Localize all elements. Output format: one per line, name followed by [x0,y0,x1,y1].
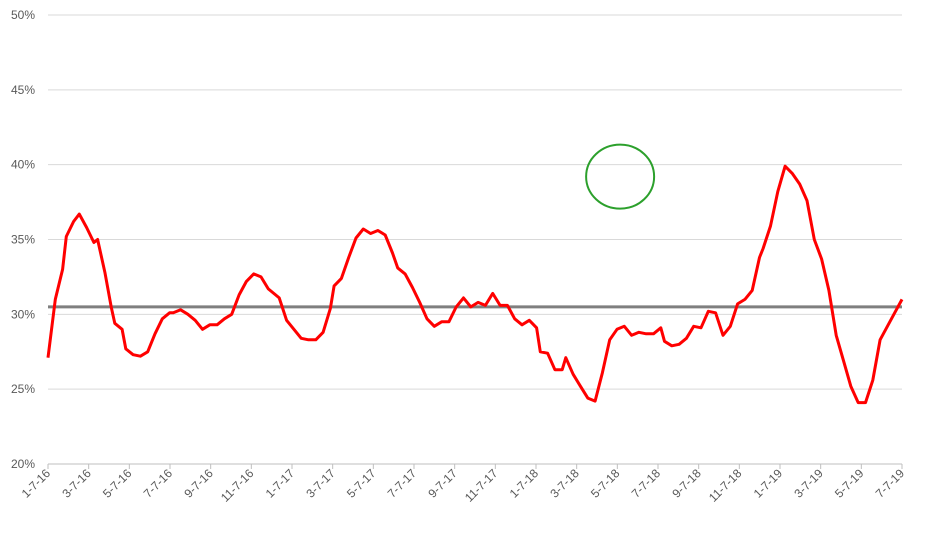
series-line [46,164,904,405]
x-tick-label: 7-7-17 [385,466,420,501]
x-tick-label: 5-7-17 [344,466,379,501]
x-tick-label: 11-7-18 [706,466,745,505]
x-tick-label: 9-7-16 [181,466,216,501]
x-tick-label: 7-7-19 [873,466,908,501]
x-tick-label: 5-7-18 [588,466,623,501]
y-tick-label: 40% [11,158,35,172]
x-tick-label: 5-7-16 [100,466,135,501]
y-tick-label: 35% [11,233,35,247]
x-tick-label: 7-7-16 [141,466,176,501]
x-tick-label: 3-7-17 [303,466,338,501]
x-tick-label: 9-7-17 [425,466,460,501]
x-tick-label: 1-7-18 [507,466,542,501]
x-tick-label: 3-7-16 [59,466,94,501]
x-tick-label: 7-7-18 [629,466,664,501]
x-tick-label: 1-7-17 [263,466,298,501]
x-axis [47,463,903,469]
gridlines [48,14,902,465]
x-tick-label: 11-7-16 [218,466,257,505]
y-axis-tick-labels: 20% 25% 30% 35% 40% 45% 50% [11,8,35,471]
x-tick-label: 11-7-17 [462,466,501,505]
x-tick-label: 5-7-19 [832,466,867,501]
y-tick-label: 25% [11,382,35,396]
y-tick-label: 45% [11,83,35,97]
x-tick-label: 3-7-18 [547,466,582,501]
highlight-circle [585,143,656,210]
y-tick-label: 30% [11,307,35,321]
x-tick-label: 1-7-16 [19,466,54,501]
x-tick-label: 3-7-19 [791,466,826,501]
x-tick-label: 9-7-18 [669,466,704,501]
x-tick-label: 1-7-19 [751,466,786,501]
y-tick-label: 20% [11,457,35,471]
y-tick-label: 50% [11,8,35,22]
x-axis-tick-labels: 1-7-16 3-7-16 5-7-16 7-7-16 9-7-16 11-7-16 1-7… [19,466,908,505]
